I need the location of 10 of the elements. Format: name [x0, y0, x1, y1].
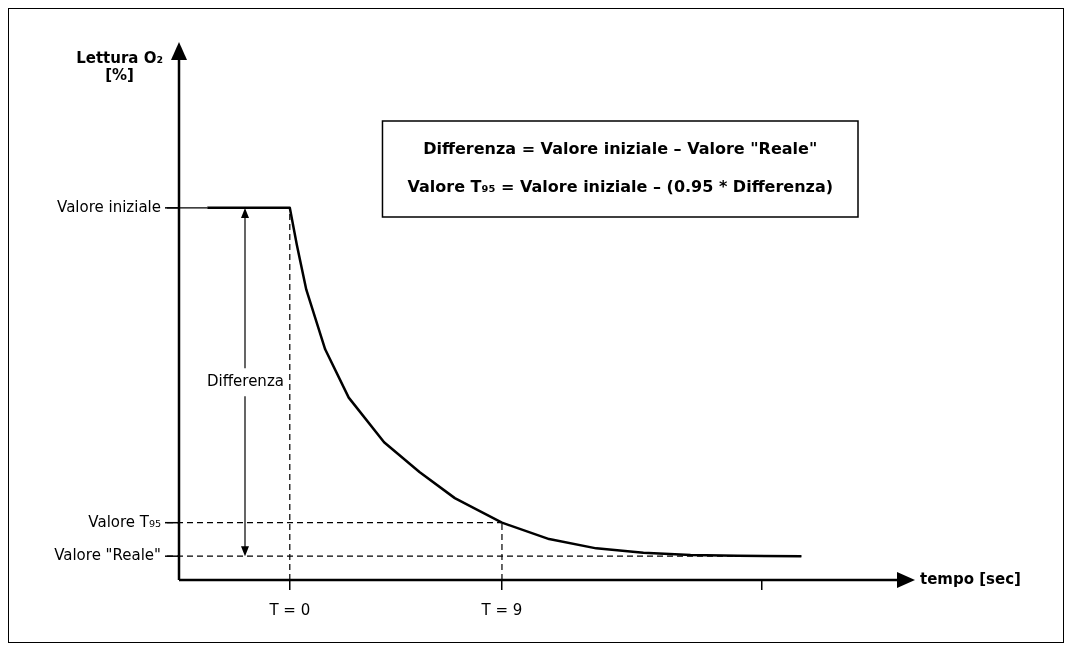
x-axis-title: tempo [sec]: [920, 569, 1021, 588]
text: Valore T₉₅ = Valore iniziale – (0.95 * Differenza): [407, 177, 833, 197]
ref-line-label: Valore iniziale: [57, 197, 161, 216]
x-tick-label: T = 9: [480, 600, 523, 619]
annotation: Differenza: [207, 371, 284, 390]
text: Differenza = Valore iniziale – Valore "Reale": [423, 139, 818, 159]
x-tick-label: T = 0: [268, 600, 311, 619]
ref-line-label: Valore T₉₅: [88, 512, 161, 531]
text: Lettura O₂ [%]: [76, 49, 164, 85]
ref-line-label: Valore "Reale": [54, 546, 161, 565]
